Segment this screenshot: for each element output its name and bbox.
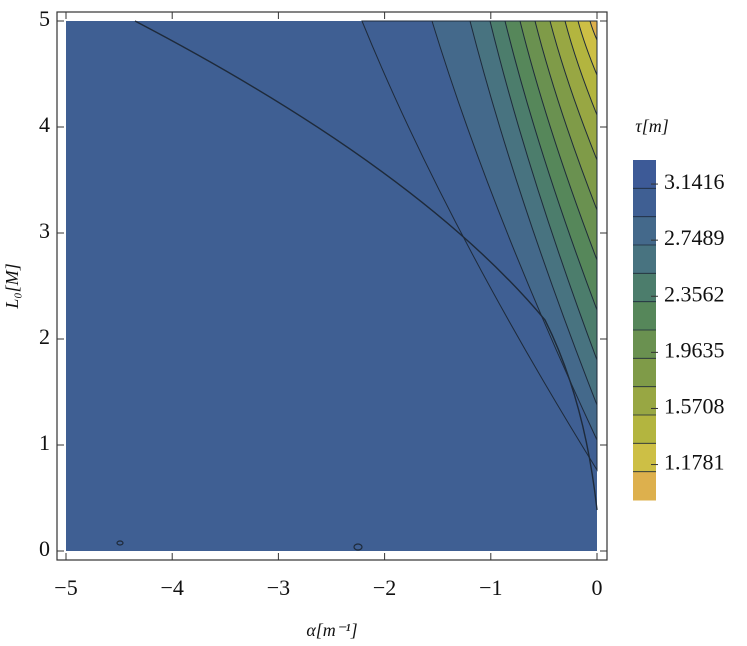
colorbar-band — [633, 471, 656, 501]
x-tick-label: −2 — [373, 575, 396, 600]
colorbar-band — [633, 386, 656, 416]
contour-line — [116, 540, 124, 546]
colorbar-title: τ[m] — [635, 116, 668, 136]
colorbar-band — [633, 188, 656, 218]
x-tick-label: −3 — [267, 575, 290, 600]
colorbar-band — [633, 330, 656, 359]
y-tick-label: 4 — [39, 112, 50, 137]
y-tick-label: 1 — [39, 430, 50, 455]
colorbar-band — [633, 358, 656, 388]
colorbar-band — [633, 301, 656, 331]
colorbar-tick-label: 1.9635 — [664, 337, 725, 362]
x-axis-label: α[m⁻¹] — [306, 620, 357, 640]
colorbar-tick-label: 2.3562 — [664, 281, 725, 306]
colorbar-tick-label: 1.5708 — [664, 394, 725, 419]
colorbar-band — [633, 273, 656, 303]
y-axis-label: L₀[M] — [2, 263, 22, 309]
colorbar-band — [633, 415, 656, 444]
y-tick-label: 2 — [39, 324, 50, 349]
colorbar-tick-label: 1.1781 — [664, 450, 725, 475]
colorbar-tick-label: 3.1416 — [664, 169, 725, 194]
y-tick-label: 5 — [39, 6, 50, 31]
contour-line — [134, 20, 598, 511]
x-tick-label: −1 — [479, 575, 502, 600]
colorbar-band — [633, 245, 656, 274]
colorbar-band — [633, 160, 656, 189]
colorbar-band — [633, 216, 656, 246]
frame — [56, 11, 608, 561]
y-tick-label: 3 — [39, 218, 50, 243]
colorbar-band — [633, 443, 656, 473]
x-tick-label: −5 — [54, 575, 77, 600]
contour-band — [589, 20, 598, 41]
colorbar-tick-label: 2.7489 — [664, 225, 725, 250]
x-tick-label: −4 — [160, 575, 183, 600]
contour-line — [353, 543, 363, 551]
y-tick-label: 0 — [39, 536, 50, 561]
contour-band — [577, 20, 598, 76]
contour-field — [66, 20, 598, 551]
x-tick-label: 0 — [592, 575, 603, 600]
